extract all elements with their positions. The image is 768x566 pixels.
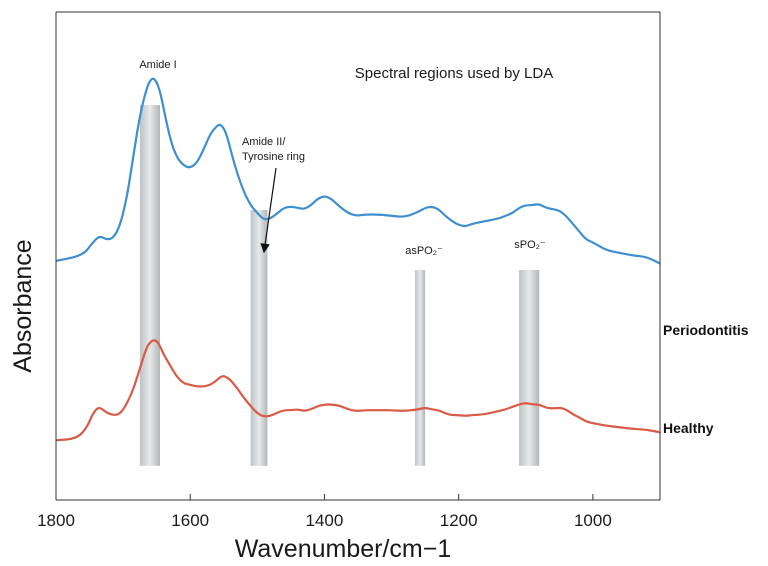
x-ticks: 1800 1600 1400 1200 1000 — [37, 494, 612, 530]
series-line-periodontitis — [55, 77, 661, 265]
series-line-healthy — [55, 339, 662, 442]
annotation-s-po2: sPO₂⁻ — [514, 239, 546, 251]
series-lines — [55, 77, 662, 442]
lda-band-2 — [250, 210, 268, 466]
x-tick-label-1400: 1400 — [306, 511, 344, 530]
series-label-periodontitis: Periodontitis — [663, 322, 749, 338]
y-axis-title: Absorbance — [9, 239, 37, 372]
x-axis-title: Wavenumber/cm−1 — [235, 535, 452, 563]
annotation-tyrosine-ring: Tyrosine ring — [242, 151, 305, 163]
x-tick-label-1000: 1000 — [574, 511, 612, 530]
lda-band-4 — [519, 270, 540, 466]
annotation-amide-i: Amide I — [139, 59, 176, 71]
x-tick-label-1600: 1600 — [171, 511, 209, 530]
annotation-as-po2: asPO₂⁻ — [405, 245, 443, 257]
x-tick-label-1800: 1800 — [37, 511, 75, 530]
lda-band-3 — [415, 270, 426, 466]
chart-title: Spectral regions used by LDA — [355, 65, 553, 82]
lda-band-1 — [139, 105, 161, 466]
series-label-healthy: Healthy — [663, 420, 714, 436]
annotation-amide-ii: Amide II/ — [242, 136, 286, 148]
lda-bands — [139, 105, 540, 466]
amide-ii-arrow — [260, 167, 277, 254]
x-tick-label-1200: 1200 — [440, 511, 478, 530]
